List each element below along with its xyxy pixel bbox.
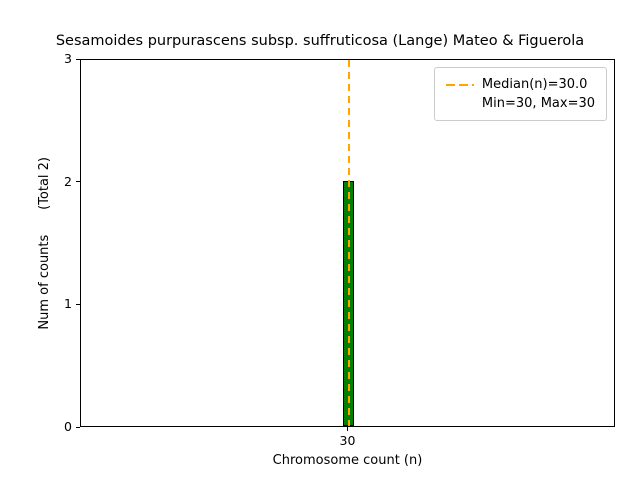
plot-area: Median(n)=30.0 Min=30, Max=30 xyxy=(80,59,615,427)
y-tick-label: 1 xyxy=(64,296,72,312)
y-tick-label: 2 xyxy=(64,173,72,189)
median-dashed-line-sample xyxy=(445,83,474,86)
legend-row-minmax: Min=30, Max=30 xyxy=(446,94,595,113)
legend-empty-sample xyxy=(446,103,474,105)
y-tick-mark xyxy=(76,181,80,183)
legend: Median(n)=30.0 Min=30, Max=30 xyxy=(433,67,607,121)
x-axis-label: Chromosome count (n) xyxy=(272,453,423,468)
y-tick-label: 3 xyxy=(64,51,72,66)
y-axis-label-wrap: Num of counts (Total 2) xyxy=(34,59,54,427)
x-tick-mark xyxy=(347,427,348,431)
y-tick-label: 0 xyxy=(64,419,72,434)
legend-row-median: Median(n)=30.0 xyxy=(445,75,595,94)
x-tick-label: 30 xyxy=(339,433,356,448)
legend-label-median: Median(n)=30.0 xyxy=(481,77,588,92)
chart-title: Sesamoides purpurascens subsp. suffrutic… xyxy=(55,33,585,49)
y-tick-mark xyxy=(76,426,80,428)
y-tick-mark xyxy=(76,58,80,60)
median-line xyxy=(347,60,350,426)
y-tick-mark xyxy=(76,303,80,305)
legend-label-minmax: Min=30, Max=30 xyxy=(481,96,595,111)
